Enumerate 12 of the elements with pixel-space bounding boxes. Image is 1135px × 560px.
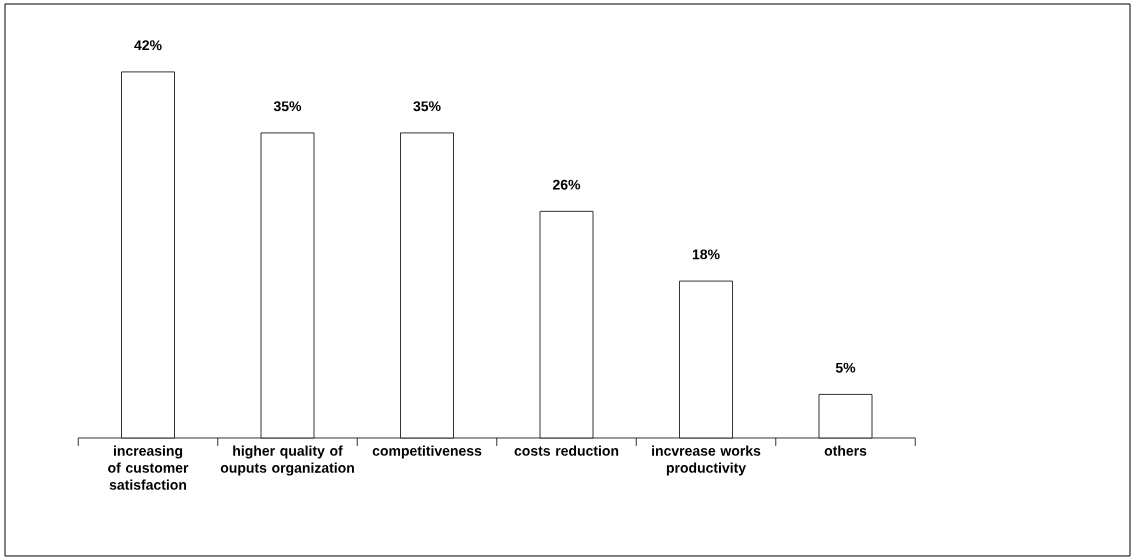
x-tick-label: incvrease works productivity [652, 445, 761, 476]
data-label: 18% [692, 249, 720, 260]
x-tick-label: competitiveness [372, 445, 482, 459]
data-label: 35% [413, 101, 441, 112]
data-label: 5% [835, 362, 856, 373]
x-tick-label: costs reduction [514, 445, 619, 456]
x-tick-label: higher quality of ouputs organization [220, 445, 354, 476]
x-tick-label: others [824, 445, 867, 456]
x-tick-label: increasing of customer satisfaction [108, 445, 189, 490]
data-label: 26% [552, 179, 581, 190]
data-label: 42% [134, 40, 162, 51]
data-label: 35% [273, 101, 302, 112]
